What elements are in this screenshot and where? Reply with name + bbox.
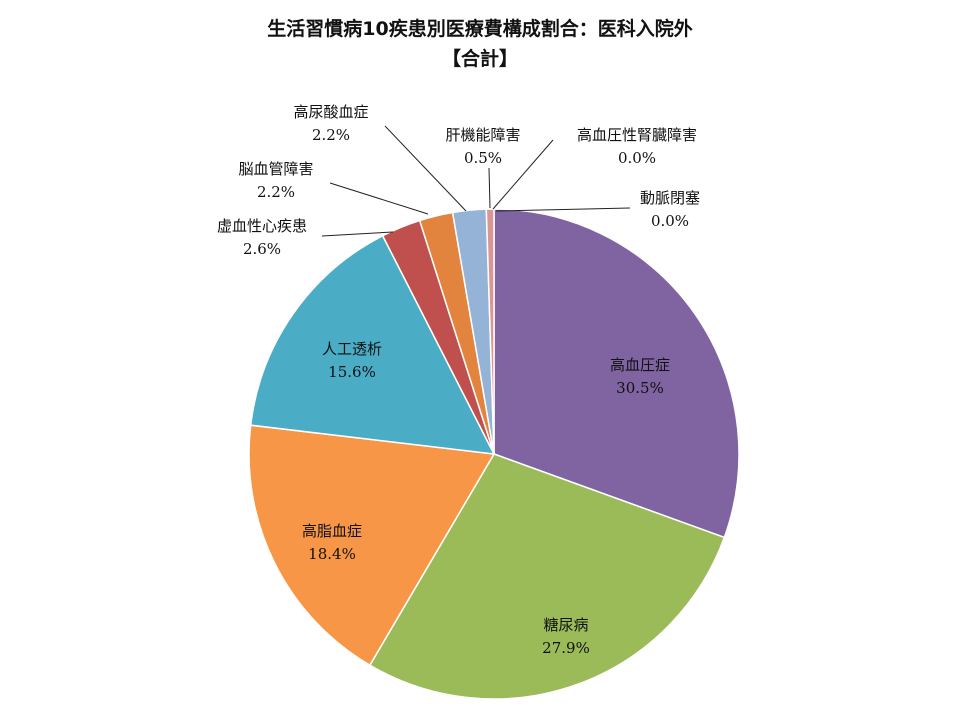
slice-value-9: 0.0% — [651, 212, 689, 230]
slice-value-0: 30.5% — [616, 379, 664, 397]
slice-label-3: 人工透析 — [322, 340, 382, 358]
pie-slice-3 — [249, 234, 496, 455]
slice-label-7: 肝機能障害 — [445, 126, 520, 144]
pie-slice-7 — [485, 208, 495, 455]
chart-subtitle: 【合計】 — [441, 48, 518, 70]
slice-value-6: 2.2% — [312, 126, 350, 144]
leader-line-5 — [329, 182, 429, 215]
slice-value-1: 27.9% — [542, 639, 590, 657]
chart-title: 生活習慣病10疾患別医療費構成割合：医科入院外 — [267, 18, 693, 40]
leader-line-9 — [495, 207, 631, 212]
pie-slice-2 — [248, 424, 496, 667]
slice-label-9: 動脈閉塞 — [640, 189, 700, 207]
slice-label-4: 虚血性心疾患 — [217, 217, 307, 235]
slice-value-5: 2.2% — [257, 183, 295, 201]
leader-line-4 — [321, 231, 394, 237]
slice-label-6: 高尿酸血症 — [293, 103, 368, 121]
pie-slice-0 — [493, 208, 740, 539]
slice-value-2: 18.4% — [308, 545, 356, 563]
slice-value-8: 0.0% — [618, 149, 656, 167]
slice-value-4: 2.6% — [243, 240, 281, 258]
slice-label-2: 高脂血症 — [302, 522, 362, 540]
slice-label-0: 高血圧症 — [610, 356, 670, 374]
slice-label-5: 脳血管障害 — [238, 160, 313, 178]
slice-label-1: 糖尿病 — [543, 616, 588, 634]
leader-line-6 — [384, 125, 467, 212]
slice-label-8: 高血圧性腎臓障害 — [577, 126, 697, 144]
slice-value-7: 0.5% — [464, 149, 502, 167]
slice-value-3: 15.6% — [328, 363, 376, 381]
leader-line-7 — [488, 167, 491, 209]
leader-line-8 — [492, 139, 554, 210]
